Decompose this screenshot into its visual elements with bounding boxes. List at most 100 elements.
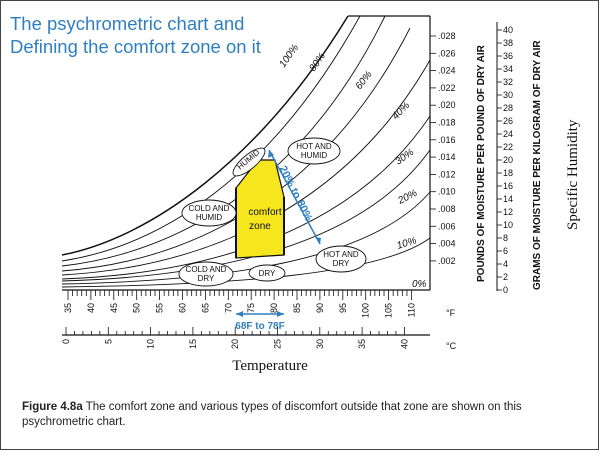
grams-tick-label: 14 <box>503 194 513 204</box>
celsius-tick-label: 30 <box>315 339 325 349</box>
saturation-curve <box>61 15 349 256</box>
rh-curve-90 <box>61 15 361 262</box>
celsius-tick-label: 40 <box>399 339 409 349</box>
lb-tick-label: .008 <box>438 204 456 214</box>
lb-tick-label: .020 <box>438 100 456 110</box>
region-dry: DRY <box>248 264 286 282</box>
fahrenheit-tick-label: 75 <box>246 303 256 313</box>
grams-tick-label: 24 <box>503 129 513 139</box>
region-hot-humid-label-1: HOT AND <box>296 142 332 151</box>
celsius-tick-label: 10 <box>146 339 156 349</box>
temp-range-arrowhead-right <box>277 311 284 317</box>
celsius-tick-label: 20 <box>230 339 240 349</box>
region-humid-outline <box>232 147 266 177</box>
lb-tick-label: .012 <box>438 169 456 179</box>
lb-tick-label: .016 <box>438 135 456 145</box>
fahrenheit-tick-label: 105 <box>384 303 394 318</box>
grams-tick-label: 2 <box>503 272 508 282</box>
region-hot-dry-outline <box>315 245 367 273</box>
slide-title: The psychrometric chart and Defining the… <box>10 13 261 57</box>
region-cold-dry-label-2: DRY <box>198 274 215 283</box>
figure-caption: Figure 4.8a The comfort zone and various… <box>22 400 582 430</box>
region-hot-dry-label-1: HOT AND <box>323 250 359 259</box>
fahrenheit-tick-label: 90 <box>315 303 325 313</box>
grams-tick-label: 32 <box>503 77 513 87</box>
rh-range-arrow <box>268 149 321 245</box>
celsius-tick-label: 25 <box>273 339 283 349</box>
grams-tick-label: 34 <box>503 64 513 74</box>
rh-label-80: 80% <box>307 51 328 74</box>
grams-tick-label: 36 <box>503 51 513 61</box>
lb-tick-label: .006 <box>438 221 456 231</box>
celsius-tick-label: 15 <box>188 339 198 349</box>
rh-curve-80 <box>61 15 386 267</box>
lb-tick-label: .022 <box>438 83 456 93</box>
fahrenheit-tick-label: 55 <box>155 303 165 313</box>
lb-tick-label: .002 <box>438 256 456 266</box>
rh-label-0: 0% <box>412 279 427 290</box>
rh-curve-20 <box>61 191 431 285</box>
lb-tick-group: .028 .026 .024 .022 .020 .018 .016 .014 .012 .010… <box>430 31 456 266</box>
rh-label-100: 100% <box>277 42 301 69</box>
fahrenheit-tick-label: 45 <box>109 303 119 313</box>
fahrenheit-tick-label: 80 <box>269 303 279 313</box>
fahrenheit-tick-label: 35 <box>63 303 73 313</box>
grams-tick-label: 30 <box>503 90 513 100</box>
grams-tick-label: 16 <box>503 181 513 191</box>
region-cold-humid-label-2: HUMID <box>196 213 222 222</box>
region-dry-label: DRY <box>259 269 276 278</box>
rh-range-arrowhead-top <box>268 150 274 158</box>
celsius-tick-label: 5 <box>103 339 113 344</box>
lb-axis-label: POUNDS OF MOISTURE PER POUND OF DRY AIR <box>476 44 487 282</box>
lb-tick-label: .010 <box>438 187 456 197</box>
grams-tick-label: 4 <box>503 259 508 269</box>
fahrenheit-tick-label: 110 <box>407 303 417 317</box>
grams-tick-label: 10 <box>503 220 513 230</box>
fahrenheit-tick-label: 65 <box>200 303 210 313</box>
fahrenheit-axis: 35 40 45 50 55 60 65 70 75 80 85 90 95 100 105 110 <box>63 290 417 318</box>
celsius-tick-label: 35 <box>357 339 367 349</box>
grams-tick-label: 20 <box>503 155 513 165</box>
region-dry-outline <box>248 264 286 282</box>
temp-range-arrowhead-left <box>236 311 243 317</box>
celsius-unit: °C <box>446 341 457 351</box>
grams-tick-label: 12 <box>503 207 513 217</box>
rh-label-10: 10% <box>396 235 419 252</box>
figure-number: Figure 4.8a <box>22 401 83 413</box>
figure-caption-text: The comfort zone and various types of di… <box>22 401 522 428</box>
grams-tick-label: 18 <box>503 168 513 178</box>
lb-tick-label: .024 <box>438 66 456 76</box>
lb-tick-label: .028 <box>438 31 456 41</box>
region-hot-dry-label-2: DRY <box>333 259 350 268</box>
lb-tick-label: .004 <box>438 239 456 249</box>
temperature-axis-title: Temperature <box>232 358 308 374</box>
rh-curve-10 <box>61 237 431 288</box>
lb-tick-label: .026 <box>438 48 456 58</box>
fahrenheit-tick-label: 50 <box>132 303 142 313</box>
rh-label-60: 60% <box>354 69 375 92</box>
grams-tick-label: 28 <box>503 103 513 113</box>
region-hot-dry: HOT AND DRY <box>315 245 367 273</box>
rh-label-20: 20% <box>395 188 419 207</box>
fahrenheit-tick-label: 100 <box>361 303 371 318</box>
celsius-tick-label: 0 <box>61 339 71 344</box>
lb-tick-label: .014 <box>438 152 456 162</box>
grams-tick-label: 8 <box>503 233 508 243</box>
specific-humidity-label: Specific Humidity <box>565 119 581 230</box>
fahrenheit-tick-label: 85 <box>292 303 302 313</box>
comfort-label-1: comfort <box>248 207 282 218</box>
region-cold-humid-outline <box>181 199 237 227</box>
grams-tick-label: 26 <box>503 116 513 126</box>
region-cold-humid-label-1: COLD AND <box>189 204 230 213</box>
region-hot-humid: HOT AND HUMID <box>287 137 341 165</box>
rh-label-40: 40% <box>390 100 412 122</box>
region-cold-humid: COLD AND HUMID <box>181 199 237 227</box>
grams-axis-label: GRAMS OF MOISTURE PER KILOGRAM OF DRY AI… <box>532 40 543 290</box>
grams-tick-label: 38 <box>503 38 513 48</box>
fahrenheit-tick-label: 60 <box>178 303 188 313</box>
fahrenheit-tick-label: 95 <box>338 303 348 313</box>
celsius-axis: 0 5 10 15 20 25 30 35 40 <box>61 327 409 349</box>
rh-range-arrowhead-bottom <box>315 237 321 244</box>
